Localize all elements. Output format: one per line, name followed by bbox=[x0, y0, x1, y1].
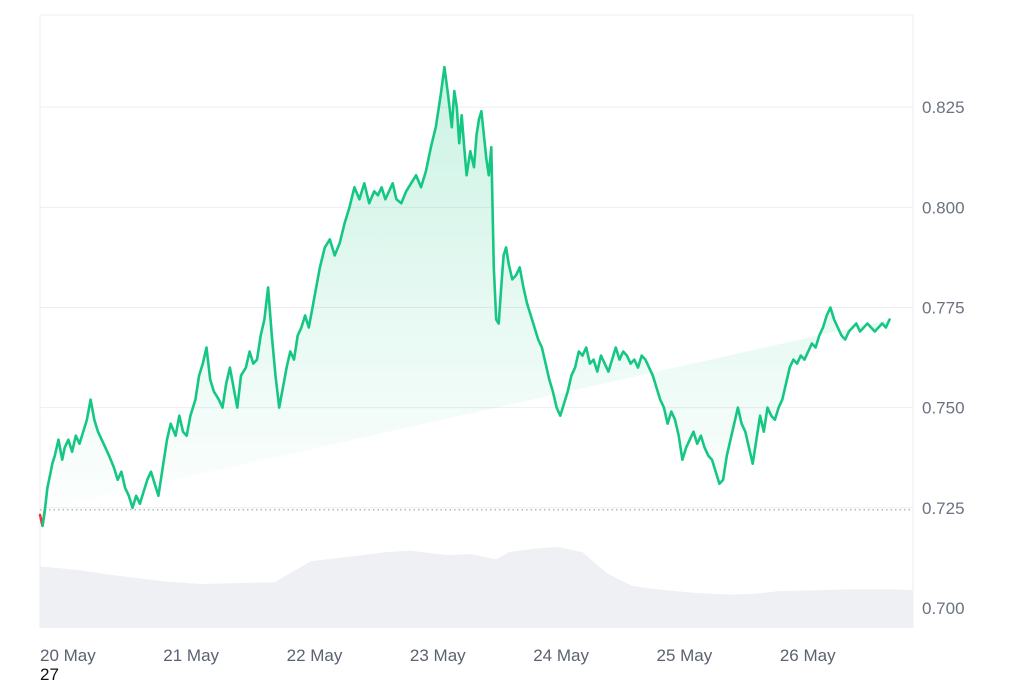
x-tick-label: 22 May bbox=[287, 646, 343, 665]
x-tick-label: 24 May bbox=[533, 646, 589, 665]
volume-area bbox=[40, 547, 913, 628]
x-tick-label: 25 May bbox=[657, 646, 713, 665]
y-tick-label: 0.825 bbox=[922, 98, 965, 117]
volume-area-group bbox=[40, 547, 913, 628]
price-line-up bbox=[41, 65, 891, 528]
plot-frame bbox=[39, 14, 914, 628]
y-tick-label: 0.800 bbox=[922, 198, 965, 217]
x-tick-label: 21 May bbox=[163, 646, 219, 665]
price-line-group bbox=[38, 65, 891, 528]
price-area-group bbox=[40, 67, 890, 510]
x-tick-label: 23 May bbox=[410, 646, 466, 665]
price-area-fill bbox=[40, 67, 890, 510]
x-tick-label-overflow: 27 bbox=[40, 665, 59, 683]
y-tick-label: 0.700 bbox=[922, 599, 965, 618]
y-tick-label: 0.750 bbox=[922, 399, 965, 418]
y-axis: 0.825 0.800 0.775 0.750 0.725 0.700 bbox=[922, 98, 965, 618]
y-tick-label: 0.725 bbox=[922, 499, 965, 518]
x-tick-label: 26 May bbox=[780, 646, 836, 665]
y-tick-label: 0.775 bbox=[922, 298, 965, 317]
x-axis: 20 May 21 May 22 May 23 May 24 May 25 May 26 M… bbox=[40, 646, 836, 683]
x-tick-label: 20 May bbox=[40, 646, 96, 665]
